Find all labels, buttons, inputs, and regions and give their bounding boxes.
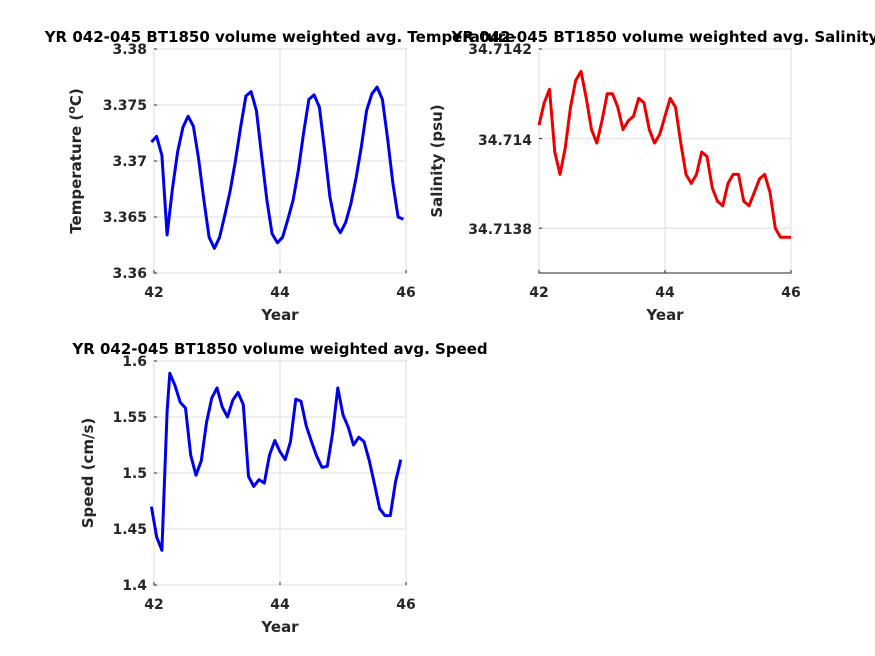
temperature-ylabel: Temperature (oC) [65, 88, 85, 233]
salinity-xtick-1: 44 [655, 285, 675, 301]
speed-xlabel: Year [260, 618, 299, 636]
temperature-ytick-3: 3.375 [103, 98, 147, 114]
speed-title: YR 042-045 BT1850 volume weighted avg. S… [71, 340, 487, 358]
speed-ytick-2: 1.5 [122, 466, 147, 482]
salinity-ytick-2: 34.7142 [468, 42, 532, 58]
temperature-series-line [150, 85, 404, 250]
temperature-xtick-1: 44 [270, 285, 290, 301]
salinity-panel: 34.7138 34.714 34.7142 42 44 46 Year Sal… [428, 42, 801, 324]
speed-xtick-0: 42 [144, 597, 163, 613]
temperature-ytick-0: 3.36 [112, 266, 147, 282]
salinity-xlabel: Year [645, 306, 684, 324]
speed-xtick-2: 46 [396, 597, 415, 613]
temperature-xtick-2: 46 [396, 285, 415, 301]
salinity-ytick-1: 34.714 [478, 133, 532, 149]
temperature-ytick-1: 3.365 [103, 210, 147, 226]
temperature-ylabel-tail: C) [67, 88, 85, 106]
temperature-ytick-4: 3.38 [112, 42, 147, 58]
salinity-xtick-0: 42 [529, 285, 548, 301]
speed-ytick-4: 1.6 [122, 354, 147, 370]
temperature-xlabel: Year [260, 306, 299, 324]
speed-panel: 1.4 1.45 1.5 1.55 1.6 42 44 46 Year Spee… [79, 354, 416, 636]
salinity-xtick-2: 46 [781, 285, 800, 301]
salinity-ytick-0: 34.7138 [468, 222, 532, 238]
temperature-xtick-0: 42 [144, 285, 163, 301]
speed-ytick-0: 1.4 [122, 578, 147, 594]
speed-ytick-3: 1.55 [112, 410, 147, 426]
salinity-ylabel: Salinity (psu) [428, 104, 446, 217]
speed-xtick-1: 44 [270, 597, 290, 613]
speed-series-line [149, 371, 403, 552]
temperature-title: YR 042-045 BT1850 volume weighted avg. T… [44, 28, 516, 46]
speed-ylabel: Speed (cm/s) [79, 418, 97, 529]
salinity-series-line [537, 69, 791, 239]
temperature-panel: 3.36 3.365 3.37 3.375 3.38 42 44 46 Year… [65, 42, 416, 324]
temperature-ytick-2: 3.37 [112, 154, 147, 170]
salinity-title: YR 042-045 BT1850 volume weighted avg. S… [451, 28, 875, 46]
temperature-ylabel-sup: o [65, 106, 78, 114]
speed-ytick-1: 1.45 [112, 522, 147, 538]
temperature-ylabel-main: Temperature ( [67, 114, 85, 234]
